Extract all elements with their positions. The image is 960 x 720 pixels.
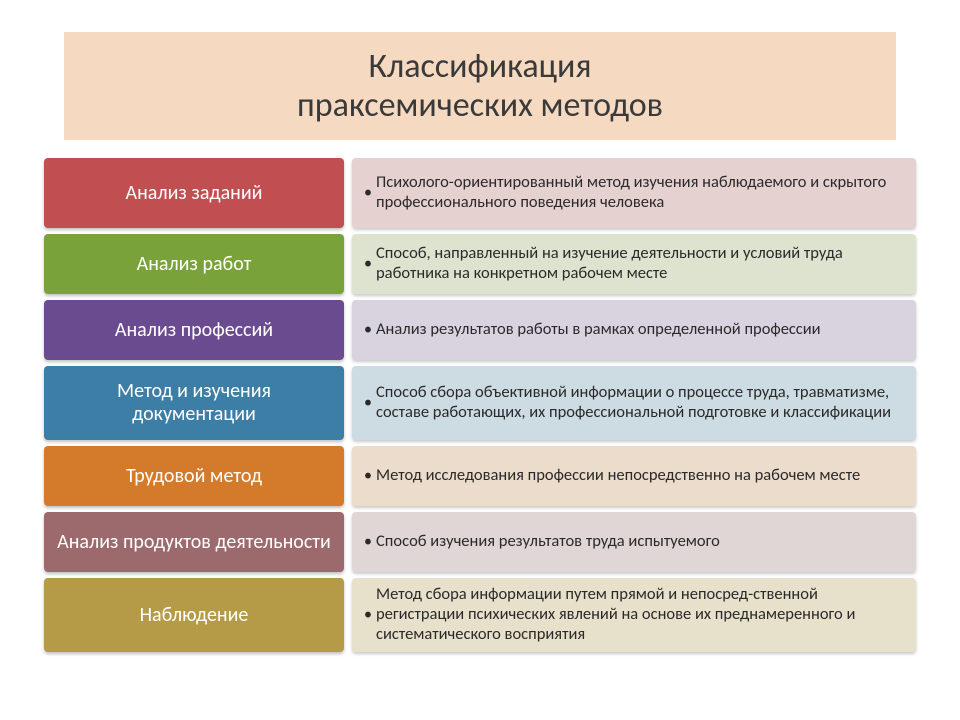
method-label: Анализ работ	[44, 234, 344, 294]
method-description: Метод исследования профессии непосредств…	[352, 446, 916, 506]
method-label: Анализ заданий	[44, 158, 344, 228]
method-description: Метод сбора информации путем прямой и не…	[352, 578, 916, 652]
method-row: Анализ заданийПсихолого-ориентированный …	[44, 158, 916, 228]
method-label: Метод и изучения документации	[44, 366, 344, 440]
slide-title: Классификацияпраксемических методов	[64, 32, 896, 140]
method-label: Анализ продуктов деятельности	[44, 512, 344, 572]
method-label: Трудовой метод	[44, 446, 344, 506]
method-row: Анализ профессийАнализ результатов работ…	[44, 300, 916, 360]
method-row: Анализ продуктов деятельностиСпособ изуч…	[44, 512, 916, 572]
method-description: Способ, направленный на изучение деятель…	[352, 234, 916, 294]
rows-container: Анализ заданийПсихолого-ориентированный …	[44, 158, 916, 658]
method-description: Анализ результатов работы в рамках опред…	[352, 300, 916, 360]
method-description: Способ сбора объективной информации о пр…	[352, 366, 916, 440]
method-label: Анализ профессий	[44, 300, 344, 360]
method-row: НаблюдениеМетод сбора информации путем п…	[44, 578, 916, 652]
method-description: Психолого-ориентированный метод изучения…	[352, 158, 916, 228]
method-label: Наблюдение	[44, 578, 344, 652]
method-row: Метод и изучения документацииСпособ сбор…	[44, 366, 916, 440]
method-row: Анализ работСпособ, направленный на изуч…	[44, 234, 916, 294]
method-row: Трудовой методМетод исследования професс…	[44, 446, 916, 506]
title-text: Классификацияпраксемических методов	[297, 47, 663, 125]
method-description: Способ изучения результатов труда испыту…	[352, 512, 916, 572]
